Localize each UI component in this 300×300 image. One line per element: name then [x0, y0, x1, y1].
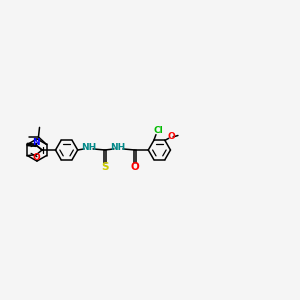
Text: O: O	[130, 162, 139, 172]
Text: Cl: Cl	[153, 126, 163, 135]
Text: S: S	[101, 162, 109, 172]
Text: NH: NH	[111, 143, 126, 152]
Text: O: O	[168, 132, 176, 141]
Text: O: O	[32, 153, 40, 162]
Text: N: N	[32, 138, 40, 147]
Text: NH: NH	[81, 143, 96, 152]
